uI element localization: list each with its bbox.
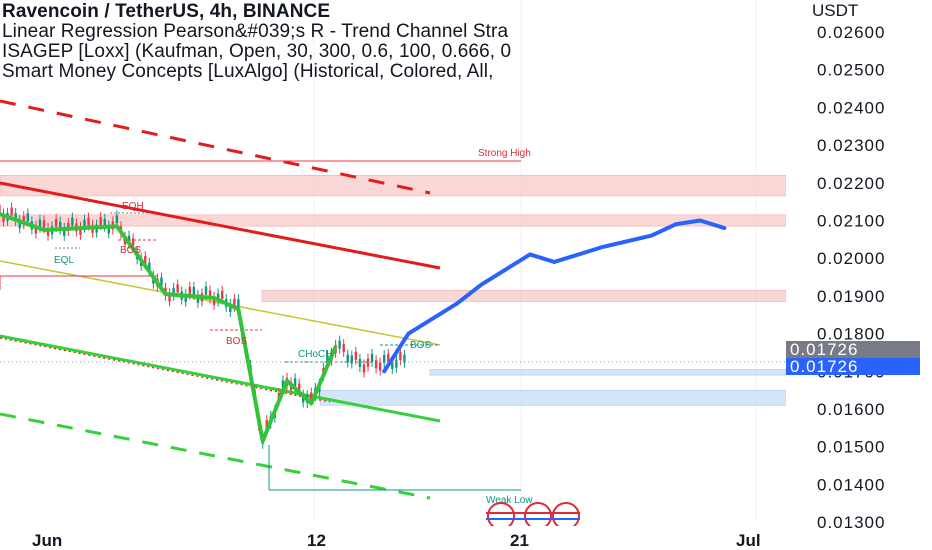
candle — [34, 220, 38, 239]
candle — [184, 288, 187, 307]
strong-high-label: Strong High — [478, 148, 531, 159]
red-dot-overlay — [0, 337, 331, 403]
candle — [338, 335, 341, 354]
symbol-title[interactable]: Ravencoin / TetherUS, 4h, BINANCE — [2, 1, 331, 22]
bos-label-1: BOS — [120, 245, 141, 256]
candle — [18, 215, 21, 234]
price-tick-12: 0.01400 — [817, 475, 885, 494]
candle — [196, 289, 200, 308]
structure-lines — [0, 160, 521, 491]
green-channel-mid — [0, 334, 441, 423]
choch-label: CHoCH — [298, 349, 332, 360]
time-axis[interactable]: Jun 12 21 Jul — [0, 526, 786, 550]
candle — [342, 339, 345, 358]
candle — [395, 354, 398, 373]
price-tick-8: 0.01800 — [817, 325, 885, 344]
currency-label: USDT — [812, 1, 859, 20]
price-tick-10: 0.01600 — [817, 400, 885, 419]
candle — [383, 350, 386, 369]
price-tick-2: 0.02400 — [817, 98, 885, 117]
price-tick-7: 0.01900 — [817, 287, 885, 306]
demand-zone-3 — [429, 369, 787, 376]
candle — [366, 353, 370, 372]
indicator-linear-regression[interactable]: Linear Regression Pearson&#039;s R - Tre… — [2, 21, 509, 42]
candle — [350, 350, 353, 369]
candle — [63, 222, 66, 241]
indicator-isagep[interactable]: ISAGEP [Loxx] (Kaufman, Open, 30, 300, 0… — [2, 41, 512, 62]
candle — [229, 299, 232, 318]
chart-legend: Ravencoin / TetherUS, 4h, BINANCE Linear… — [2, 2, 511, 82]
candle — [22, 211, 25, 230]
weak-low-label: Weak Low — [486, 495, 533, 506]
candle — [370, 348, 374, 367]
price-tick-0: 0.02600 — [817, 23, 885, 42]
candle — [358, 353, 362, 372]
candle — [14, 208, 17, 227]
price-tick-1: 0.02500 — [817, 61, 885, 80]
bos-label-3: BOS — [410, 340, 431, 351]
price-tick-13: 0.01300 — [817, 513, 885, 532]
candle — [172, 282, 175, 301]
candle — [107, 220, 110, 239]
candles — [0, 202, 406, 449]
candle — [362, 359, 366, 378]
svg-text:0.01726: 0.01726 — [790, 357, 858, 376]
candle — [59, 216, 62, 235]
time-tick-12: 12 — [307, 531, 326, 550]
price-tick-6: 0.02000 — [817, 249, 885, 268]
red-channel-upper-dashed — [0, 99, 431, 195]
price-tick-3: 0.02300 — [817, 136, 885, 155]
supply-zone-2 — [261, 289, 787, 302]
price-tick-4: 0.02200 — [817, 174, 885, 193]
candle — [208, 285, 212, 304]
candle — [374, 355, 378, 374]
indicator-smart-money[interactable]: Smart Money Concepts [LuxAlgo] (Historic… — [2, 61, 494, 82]
time-tick-jun: Jun — [32, 531, 62, 550]
watermark-logo — [486, 502, 580, 530]
time-tick-21: 21 — [510, 531, 529, 550]
price-tick-11: 0.01500 — [817, 438, 885, 457]
candle — [403, 349, 406, 368]
olive-regression-line — [0, 260, 441, 346]
candle — [0, 204, 1, 213]
svg-text:0.01726: 0.01726 — [790, 340, 858, 359]
bos-label-2: BOS — [226, 336, 247, 347]
candle — [212, 291, 216, 310]
supply-zone-0 — [0, 175, 787, 197]
projection-path — [382, 218, 727, 374]
candle — [346, 349, 349, 368]
isagep-line — [0, 211, 338, 444]
candle — [378, 357, 382, 376]
time-tick-jul: Jul — [736, 531, 761, 550]
demand-zone-4 — [319, 389, 787, 406]
price-label-blue: 0.01726 — [786, 357, 920, 376]
eql-label: EQL — [54, 255, 74, 266]
eqh-label: EQH — [122, 201, 144, 212]
candle — [79, 221, 82, 240]
red-channel-mid — [0, 181, 441, 270]
candle — [2, 208, 5, 227]
candle — [354, 346, 358, 365]
candle — [168, 288, 171, 307]
green-channel-lower-dashed — [0, 412, 431, 500]
price-tick-5: 0.02100 — [817, 212, 885, 231]
price-label-gray: 0.01726 — [786, 340, 920, 359]
price-axis[interactable]: 0.02600 0.02500 0.02400 0.02300 0.02200 0.021… — [786, 0, 932, 550]
supply-demand-zones — [0, 175, 787, 406]
regression-channels — [0, 99, 441, 500]
smc-labels: Strong High Weak Low EQH EQL BOS BOS CHo… — [54, 148, 533, 506]
